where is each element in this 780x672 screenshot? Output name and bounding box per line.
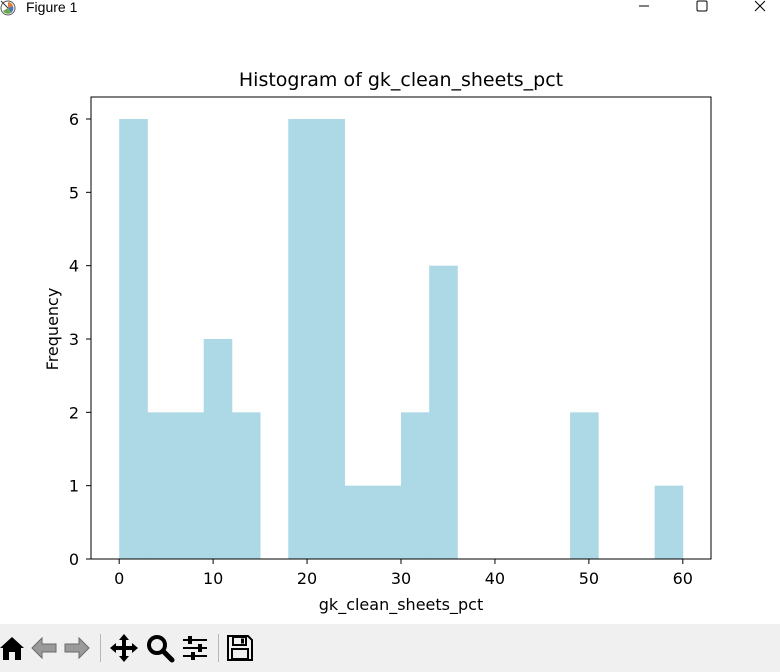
- y-axis-ticks: 0 1 2 3 4 5 6: [69, 110, 91, 569]
- minimize-icon: [639, 5, 649, 7]
- back-button[interactable]: [28, 632, 60, 664]
- y-tick-label: 2: [69, 403, 79, 422]
- zoom-icon: [147, 635, 175, 663]
- histogram-bar: [344, 485, 374, 559]
- chart-title: Histogram of gk_clean_sheets_pct: [239, 69, 563, 91]
- histogram-bar: [654, 485, 684, 559]
- save-icon: [227, 635, 253, 661]
- toolbar-separator: [218, 634, 219, 662]
- x-tick-label: 0: [114, 569, 124, 588]
- close-icon: [754, 0, 766, 12]
- save-button[interactable]: [224, 632, 256, 664]
- forward-button[interactable]: [61, 632, 93, 664]
- maximize-button[interactable]: [682, 0, 722, 16]
- histogram-bar: [175, 412, 205, 559]
- histogram-bar: [231, 412, 261, 559]
- histogram-bar: [203, 339, 233, 559]
- x-axis-label: gk_clean_sheets_pct: [319, 595, 483, 615]
- x-tick-label: 40: [485, 569, 505, 588]
- histogram-bar: [147, 412, 176, 559]
- y-axis-label: Frequency: [43, 288, 62, 371]
- y-tick-label: 1: [69, 477, 79, 496]
- bars-group: [119, 119, 684, 559]
- x-axis-ticks: 0 10 20 30 40 50 60: [114, 559, 693, 588]
- forward-arrow-icon: [64, 636, 90, 660]
- histogram-bar: [570, 412, 599, 559]
- toolbar-separator: [100, 634, 101, 662]
- histogram-bar: [401, 412, 430, 559]
- y-tick-label: 0: [69, 550, 79, 569]
- pan-icon: [110, 634, 138, 662]
- histogram-bar: [316, 119, 346, 559]
- window-title: Figure 1: [26, 0, 78, 15]
- x-tick-label: 50: [579, 569, 599, 588]
- configure-subplots-icon: [183, 636, 207, 660]
- x-tick-label: 10: [203, 569, 223, 588]
- histogram-bar: [119, 119, 148, 559]
- y-tick-label: 6: [69, 110, 79, 129]
- x-tick-label: 30: [391, 569, 411, 588]
- histogram-bar: [429, 265, 458, 559]
- pan-button[interactable]: [108, 632, 140, 664]
- figure-canvas: 0 10 20 30 40 50 60 0 1 2 3 4 5 6 Histogram of gk_cl…: [0, 24, 780, 624]
- y-tick-label: 3: [69, 330, 79, 349]
- y-tick-label: 5: [69, 183, 79, 202]
- histogram-bar: [288, 119, 317, 559]
- navigation-toolbar: [0, 624, 780, 672]
- histogram-chart: 0 10 20 30 40 50 60 0 1 2 3 4 5 6 Histogram of gk_cl…: [43, 69, 712, 615]
- window-titlebar: Figure 1: [0, 0, 780, 24]
- close-button[interactable]: [740, 0, 780, 16]
- maximize-icon: [696, 0, 708, 12]
- x-tick-label: 20: [297, 569, 317, 588]
- back-arrow-icon: [31, 636, 57, 660]
- configure-subplots-button[interactable]: [179, 632, 211, 664]
- y-tick-label: 4: [69, 257, 79, 276]
- zoom-button[interactable]: [144, 632, 176, 664]
- home-icon: [0, 637, 24, 660]
- minimize-button[interactable]: [624, 0, 664, 16]
- matplotlib-app-icon: [0, 0, 20, 16]
- home-button[interactable]: [0, 632, 28, 664]
- histogram-bar: [372, 485, 402, 559]
- x-tick-label: 60: [673, 569, 693, 588]
